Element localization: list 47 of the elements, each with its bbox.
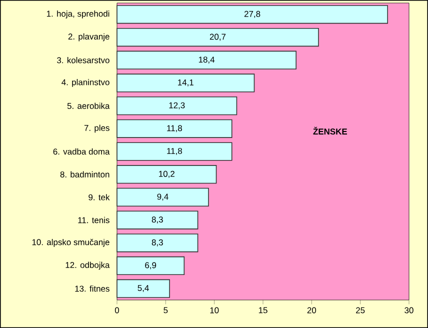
bar	[116, 188, 209, 207]
y-tick-label: 12. odbojka	[66, 262, 110, 270]
data-label: 10,2	[159, 170, 174, 178]
bar	[116, 142, 232, 161]
data-label: 9,4	[157, 194, 168, 201]
data-label: 11,8	[167, 125, 182, 132]
data-label: 27,8	[244, 10, 260, 18]
data-label: 8,3	[152, 239, 163, 246]
bar	[116, 119, 232, 138]
y-tick-label: 5. aerobika	[67, 102, 110, 109]
data-label: 20,7	[210, 34, 226, 41]
data-label: 18,4	[198, 56, 215, 64]
y-tick-label: 2. plavanje	[68, 33, 110, 42]
data-label: 11,8	[167, 148, 182, 155]
y-tick-label: 11. tenis	[78, 216, 110, 224]
data-label: 5,4	[138, 285, 149, 292]
x-tick-label: 5	[164, 307, 168, 314]
y-tick-label: 6. vadba doma	[53, 148, 110, 155]
data-label: 8,3	[152, 216, 163, 224]
bar	[116, 279, 170, 298]
annotation: ŽENSKE	[313, 126, 347, 135]
bar	[116, 28, 319, 47]
y-tick-label: 13. fitnes	[75, 285, 110, 292]
bar	[116, 96, 238, 116]
data-label: 14,1	[178, 80, 194, 86]
data-label: 12,3	[169, 102, 185, 110]
bar	[116, 256, 185, 276]
bar	[116, 210, 198, 230]
y-tick-label: 7. ples	[84, 124, 110, 133]
y-tick-label: 10. alpsko smučanje	[32, 238, 110, 247]
data-label: 6,9	[145, 262, 156, 270]
y-tick-label: 1. hoja, sprehodi	[46, 10, 110, 18]
bar	[116, 74, 255, 92]
y-tick-label: 8. badminton	[60, 171, 110, 178]
x-tick-label: 0	[114, 307, 120, 314]
bar	[116, 234, 198, 252]
x-tick-label: 25	[356, 307, 365, 314]
bar	[116, 50, 296, 70]
x-tick-label: 10	[210, 307, 219, 314]
x-tick-label: 15	[258, 307, 268, 314]
y-tick-label: 9. tek	[88, 194, 110, 200]
x-tick-label: 20	[307, 307, 316, 314]
y-tick-label: 4. planinstvo	[62, 79, 110, 87]
y-tick-label: 3. kolesarstvo	[57, 57, 110, 64]
bar	[116, 5, 388, 24]
bar	[116, 165, 217, 184]
x-tick-label: 30	[404, 307, 414, 314]
